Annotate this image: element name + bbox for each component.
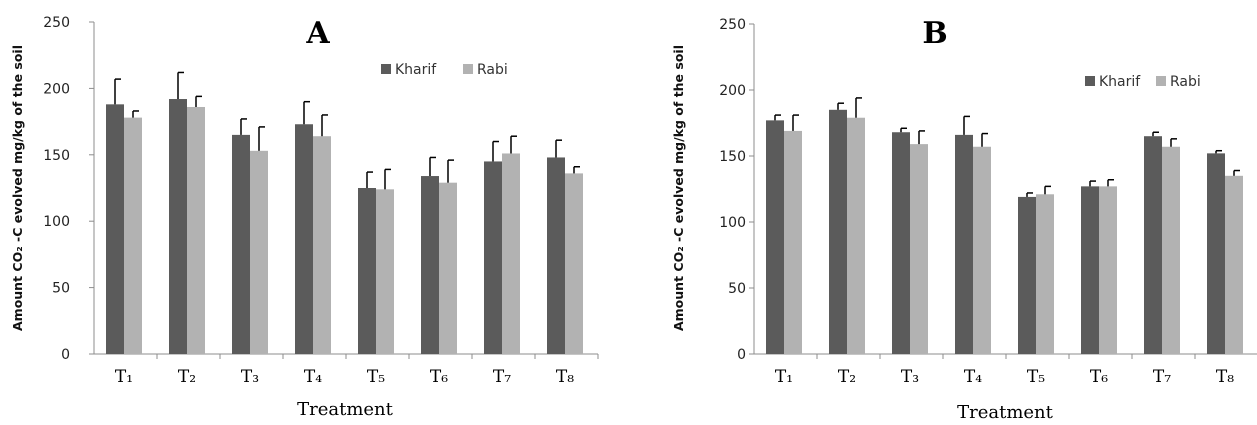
bar-rabi-7: [502, 153, 520, 354]
bar-rabi-3: [250, 150, 268, 354]
x-tick-label: T₇: [493, 367, 511, 387]
y-tick-label: 0: [737, 347, 746, 363]
bar-rabi-8: [565, 173, 583, 354]
x-tick-label: T₂: [838, 367, 856, 387]
bar-rabi-4: [313, 136, 331, 354]
x-tick-label: T₂: [178, 367, 196, 387]
x-tick-label: T₈: [556, 367, 574, 387]
bar-kharif-8: [547, 157, 565, 354]
bar-kharif-4: [295, 124, 313, 354]
bar-kharif-3: [232, 134, 250, 354]
bar-kharif-7: [1144, 136, 1162, 354]
bar-kharif-2: [169, 99, 187, 354]
bar-kharif-6: [1081, 186, 1099, 354]
bar-rabi-5: [376, 189, 394, 354]
y-axis-label: Amount CO₂ -C evolved mg/kg of the soil: [671, 45, 686, 331]
x-tick-label: T₇: [1153, 367, 1171, 387]
bar-rabi-7: [1162, 146, 1180, 354]
y-tick-label: 50: [52, 281, 70, 297]
x-tick-label: T₈: [1216, 367, 1234, 387]
bar-rabi-4: [973, 146, 991, 354]
x-tick-label: T₃: [241, 367, 259, 387]
y-tick-label: 250: [719, 17, 746, 33]
bar-rabi-6: [439, 182, 457, 354]
bar-rabi-1: [784, 130, 802, 354]
y-tick-label: 200: [43, 81, 70, 97]
bar-kharif-7: [484, 161, 502, 354]
y-tick-label: 50: [728, 281, 746, 297]
bar-kharif-1: [106, 104, 124, 354]
x-tick-label: T₄: [304, 367, 322, 387]
bar-rabi-6: [1099, 186, 1117, 354]
legend-swatch-rabi: [1156, 76, 1166, 86]
x-tick-label: T₅: [367, 367, 385, 387]
x-axis-label: Treatment: [297, 399, 394, 420]
chart-title: A: [305, 16, 330, 51]
bar-rabi-1: [124, 117, 142, 354]
bar-kharif-5: [1018, 196, 1036, 354]
x-tick-label: T₆: [430, 367, 448, 387]
x-tick-label: T₁: [775, 367, 793, 387]
y-tick-label: 0: [61, 347, 70, 363]
x-tick-label: T₁: [115, 367, 133, 387]
x-tick-label: T₄: [964, 367, 982, 387]
legend-label-rabi: Rabi: [1170, 74, 1201, 90]
y-tick-label: 200: [719, 83, 746, 99]
x-tick-label: T₆: [1090, 367, 1108, 387]
chart-panel-a: 0 50 100 150 200 250 T₁ T₂ T₃ T₄ T₅ T₆ T₇ T₈ A Treatmen…: [10, 15, 599, 420]
x-axis-label: Treatment: [957, 402, 1054, 423]
bar-kharif-1: [766, 120, 784, 354]
x-tick-label: T₃: [901, 367, 919, 387]
bar-kharif-8: [1207, 153, 1225, 354]
legend-label-kharif: Kharif: [395, 62, 437, 78]
chart-title: B: [922, 16, 947, 51]
bar-kharif-2: [829, 109, 847, 354]
bar-kharif-6: [421, 176, 439, 354]
bar-kharif-4: [955, 134, 973, 354]
bar-rabi-2: [187, 106, 205, 354]
y-tick-label: 250: [43, 15, 70, 31]
bar-kharif-3: [892, 132, 910, 354]
y-tick-label: 100: [43, 214, 70, 230]
legend-swatch-rabi: [463, 64, 473, 74]
bar-rabi-3: [910, 144, 928, 354]
y-tick-label: 150: [43, 148, 70, 164]
legend-swatch-kharif: [381, 64, 391, 74]
legend-label-kharif: Kharif: [1099, 74, 1141, 90]
bar-rabi-5: [1036, 194, 1054, 354]
legend-label-rabi: Rabi: [477, 62, 508, 78]
y-axis-label: Amount CO₂ -C evolved mg/kg of the soil: [10, 45, 25, 331]
chart-panel-b: 0 50 100 150 200 250 T₁ T₂ T₃ T₄ T₅ T₆ T₇ T₈ B Treatmen…: [671, 16, 1257, 423]
legend-swatch-kharif: [1085, 76, 1095, 86]
bar-rabi-8: [1225, 175, 1243, 354]
x-tick-label: T₅: [1027, 367, 1045, 387]
bar-rabi-2: [847, 117, 865, 354]
y-tick-label: 100: [719, 215, 746, 231]
bar-kharif-5: [358, 188, 376, 354]
y-tick-label: 150: [719, 149, 746, 165]
